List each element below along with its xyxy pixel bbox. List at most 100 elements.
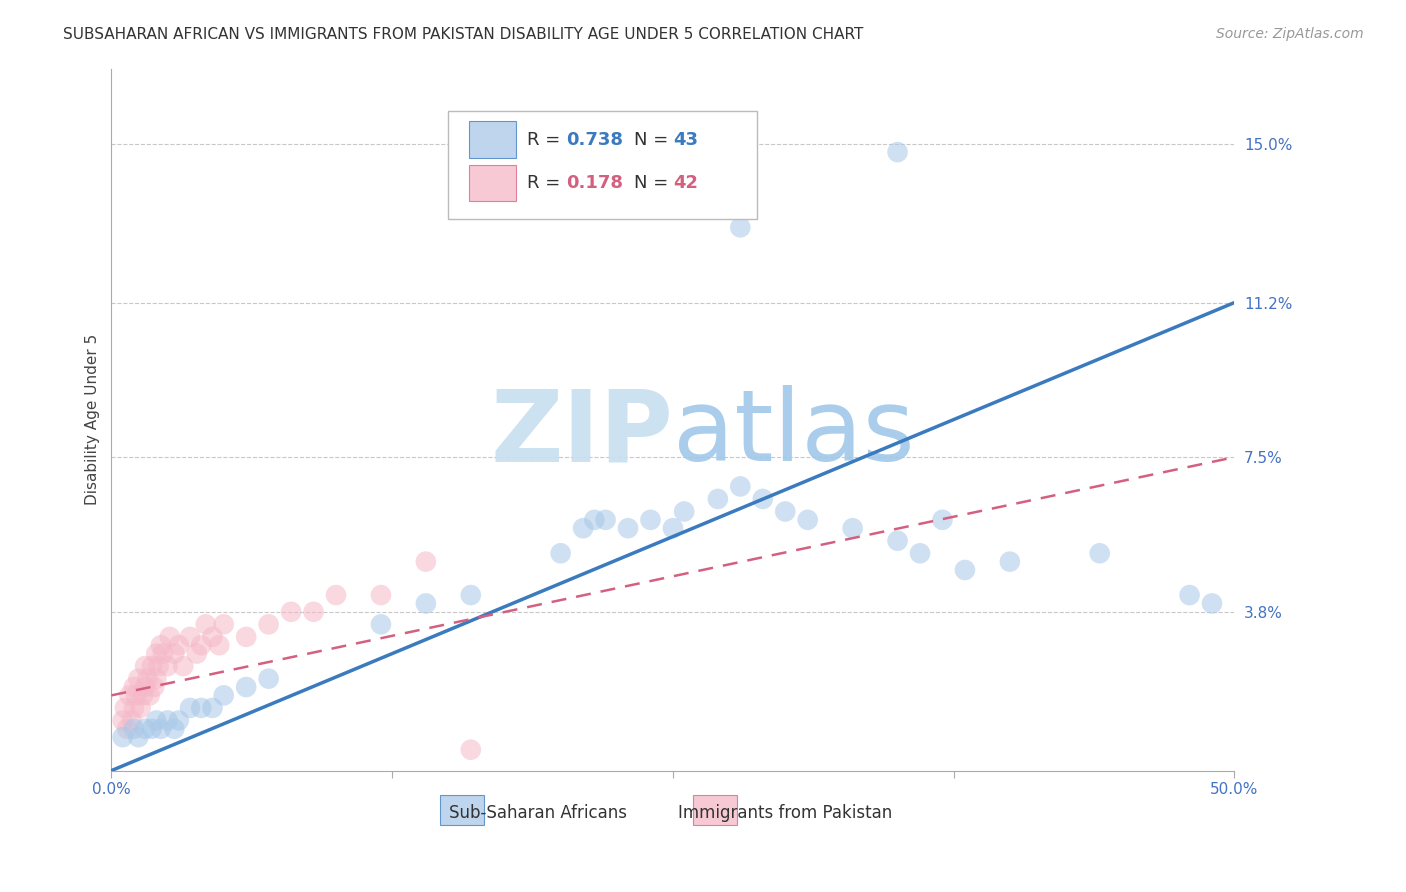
Text: Immigrants from Pakistan: Immigrants from Pakistan xyxy=(678,804,893,822)
Point xyxy=(129,701,152,715)
Point xyxy=(145,672,167,686)
Point xyxy=(1178,588,1201,602)
FancyBboxPatch shape xyxy=(440,795,484,824)
Point xyxy=(122,680,145,694)
Point xyxy=(127,672,149,686)
Point xyxy=(280,605,302,619)
Point xyxy=(998,555,1021,569)
Point xyxy=(325,588,347,602)
Point xyxy=(460,588,482,602)
Point xyxy=(235,680,257,694)
Point xyxy=(572,521,595,535)
Point xyxy=(752,491,775,506)
Point xyxy=(640,513,662,527)
FancyBboxPatch shape xyxy=(449,111,758,219)
Point xyxy=(257,672,280,686)
Point xyxy=(796,513,818,527)
Text: atlas: atlas xyxy=(673,385,914,482)
Point xyxy=(190,701,212,715)
Point xyxy=(163,722,186,736)
Point xyxy=(370,617,392,632)
Point xyxy=(841,521,863,535)
Point xyxy=(122,722,145,736)
Point xyxy=(111,714,134,728)
Point xyxy=(415,555,437,569)
Text: 0.738: 0.738 xyxy=(567,130,623,149)
Point xyxy=(159,630,181,644)
Point xyxy=(201,630,224,644)
Point xyxy=(145,647,167,661)
Point xyxy=(460,742,482,756)
Point xyxy=(662,521,685,535)
Y-axis label: Disability Age Under 5: Disability Age Under 5 xyxy=(86,334,100,505)
Point xyxy=(143,680,166,694)
Point xyxy=(149,638,172,652)
Point xyxy=(194,617,217,632)
Point xyxy=(149,722,172,736)
Point xyxy=(111,730,134,744)
Point xyxy=(190,638,212,652)
FancyBboxPatch shape xyxy=(468,165,516,202)
Point xyxy=(127,730,149,744)
Point xyxy=(415,596,437,610)
Point xyxy=(201,701,224,715)
Point xyxy=(145,714,167,728)
Point xyxy=(370,588,392,602)
Point xyxy=(134,659,156,673)
Point xyxy=(775,504,797,518)
Point xyxy=(1088,546,1111,560)
Text: Source: ZipAtlas.com: Source: ZipAtlas.com xyxy=(1216,27,1364,41)
Point xyxy=(583,513,606,527)
Text: 42: 42 xyxy=(673,174,697,192)
Point xyxy=(118,689,141,703)
Text: N =: N = xyxy=(634,174,668,192)
Point xyxy=(167,638,190,652)
Point xyxy=(132,689,155,703)
Point xyxy=(121,714,143,728)
Point xyxy=(595,513,617,527)
FancyBboxPatch shape xyxy=(693,795,737,824)
Text: SUBSAHARAN AFRICAN VS IMMIGRANTS FROM PAKISTAN DISABILITY AGE UNDER 5 CORRELATIO: SUBSAHARAN AFRICAN VS IMMIGRANTS FROM PA… xyxy=(63,27,863,42)
Text: ZIP: ZIP xyxy=(491,385,673,482)
Point xyxy=(136,672,159,686)
Point xyxy=(1201,596,1223,610)
Point xyxy=(141,659,163,673)
Point xyxy=(212,689,235,703)
Point xyxy=(208,638,231,652)
Point xyxy=(186,647,208,661)
Point xyxy=(156,659,179,673)
Point xyxy=(673,504,696,518)
Point xyxy=(212,617,235,632)
Point xyxy=(114,701,136,715)
Point xyxy=(908,546,931,560)
Text: Sub-Saharan Africans: Sub-Saharan Africans xyxy=(449,804,627,822)
Point xyxy=(257,617,280,632)
Point xyxy=(125,689,148,703)
Point xyxy=(152,647,174,661)
FancyBboxPatch shape xyxy=(468,121,516,158)
Point xyxy=(179,701,201,715)
Point xyxy=(115,722,138,736)
Point xyxy=(730,220,752,235)
Point xyxy=(167,714,190,728)
Point xyxy=(134,680,156,694)
Point xyxy=(156,714,179,728)
Point xyxy=(953,563,976,577)
Point xyxy=(172,659,194,673)
Point xyxy=(931,513,953,527)
Text: 43: 43 xyxy=(673,130,697,149)
Point xyxy=(179,630,201,644)
Point xyxy=(886,145,908,160)
Point xyxy=(730,479,752,493)
Point xyxy=(235,630,257,644)
Point xyxy=(707,491,730,506)
Point xyxy=(134,722,156,736)
Text: 0.178: 0.178 xyxy=(567,174,623,192)
Point xyxy=(617,521,640,535)
Point xyxy=(122,701,145,715)
Text: N =: N = xyxy=(634,130,668,149)
Point xyxy=(148,659,170,673)
Point xyxy=(163,647,186,661)
Point xyxy=(141,722,163,736)
Point xyxy=(138,689,160,703)
